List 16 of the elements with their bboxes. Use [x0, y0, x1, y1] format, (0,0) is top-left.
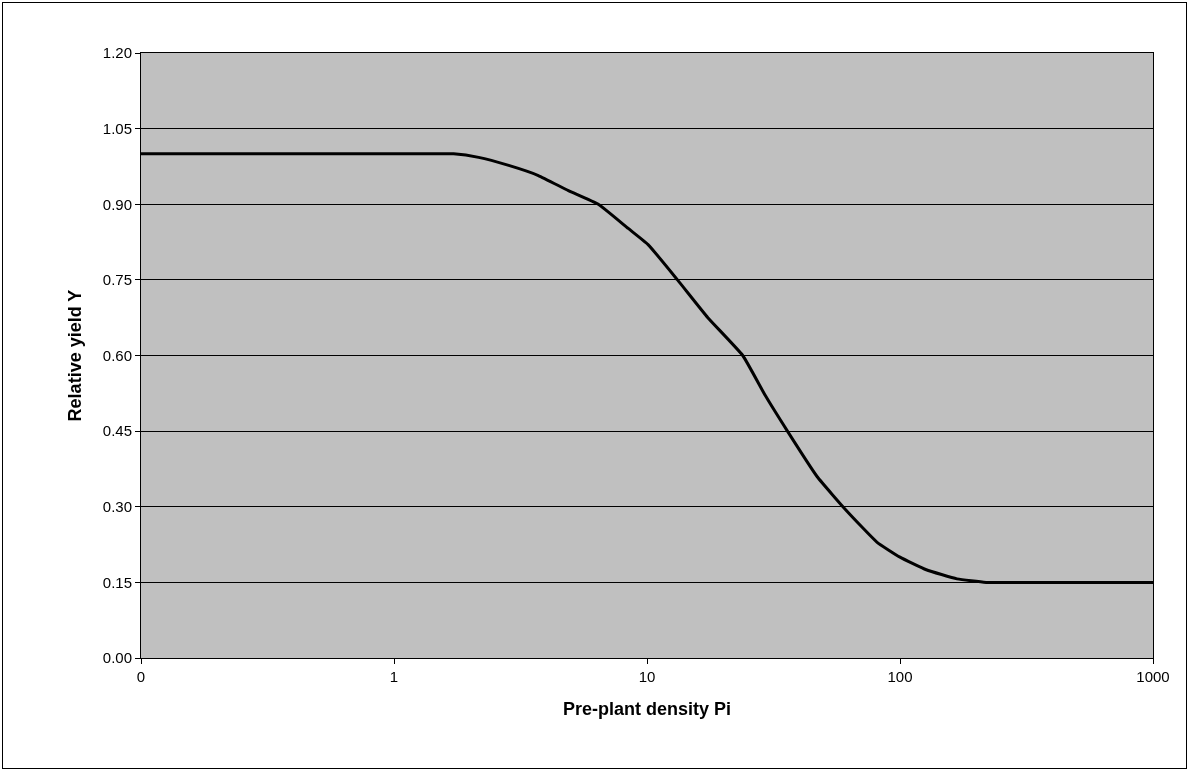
y-tick-label: 0.30 — [102, 498, 132, 515]
x-tick-label: 1000 — [1136, 668, 1170, 685]
x-tick-label: 10 — [638, 668, 656, 685]
y-tick-label: 1.05 — [102, 119, 132, 137]
y-tick-label: 0.60 — [102, 346, 132, 364]
y-tick-label: 0.75 — [102, 271, 132, 289]
x-tick-label: 1 — [389, 668, 399, 685]
x-axis-title: Pre-plant density Pi — [562, 699, 732, 720]
y-tick-label: 0.45 — [102, 422, 132, 440]
y-tick-label: 0.15 — [102, 573, 132, 591]
y-tick-label: 0.90 — [102, 195, 132, 213]
x-tick-label: 100 — [887, 668, 913, 685]
y-axis-title: Relative yield Y — [65, 289, 85, 422]
y-tick-label: 1.20 — [102, 44, 132, 62]
y-tick-label: 0.00 — [102, 649, 132, 667]
x-tick-label: 0 — [136, 668, 146, 685]
